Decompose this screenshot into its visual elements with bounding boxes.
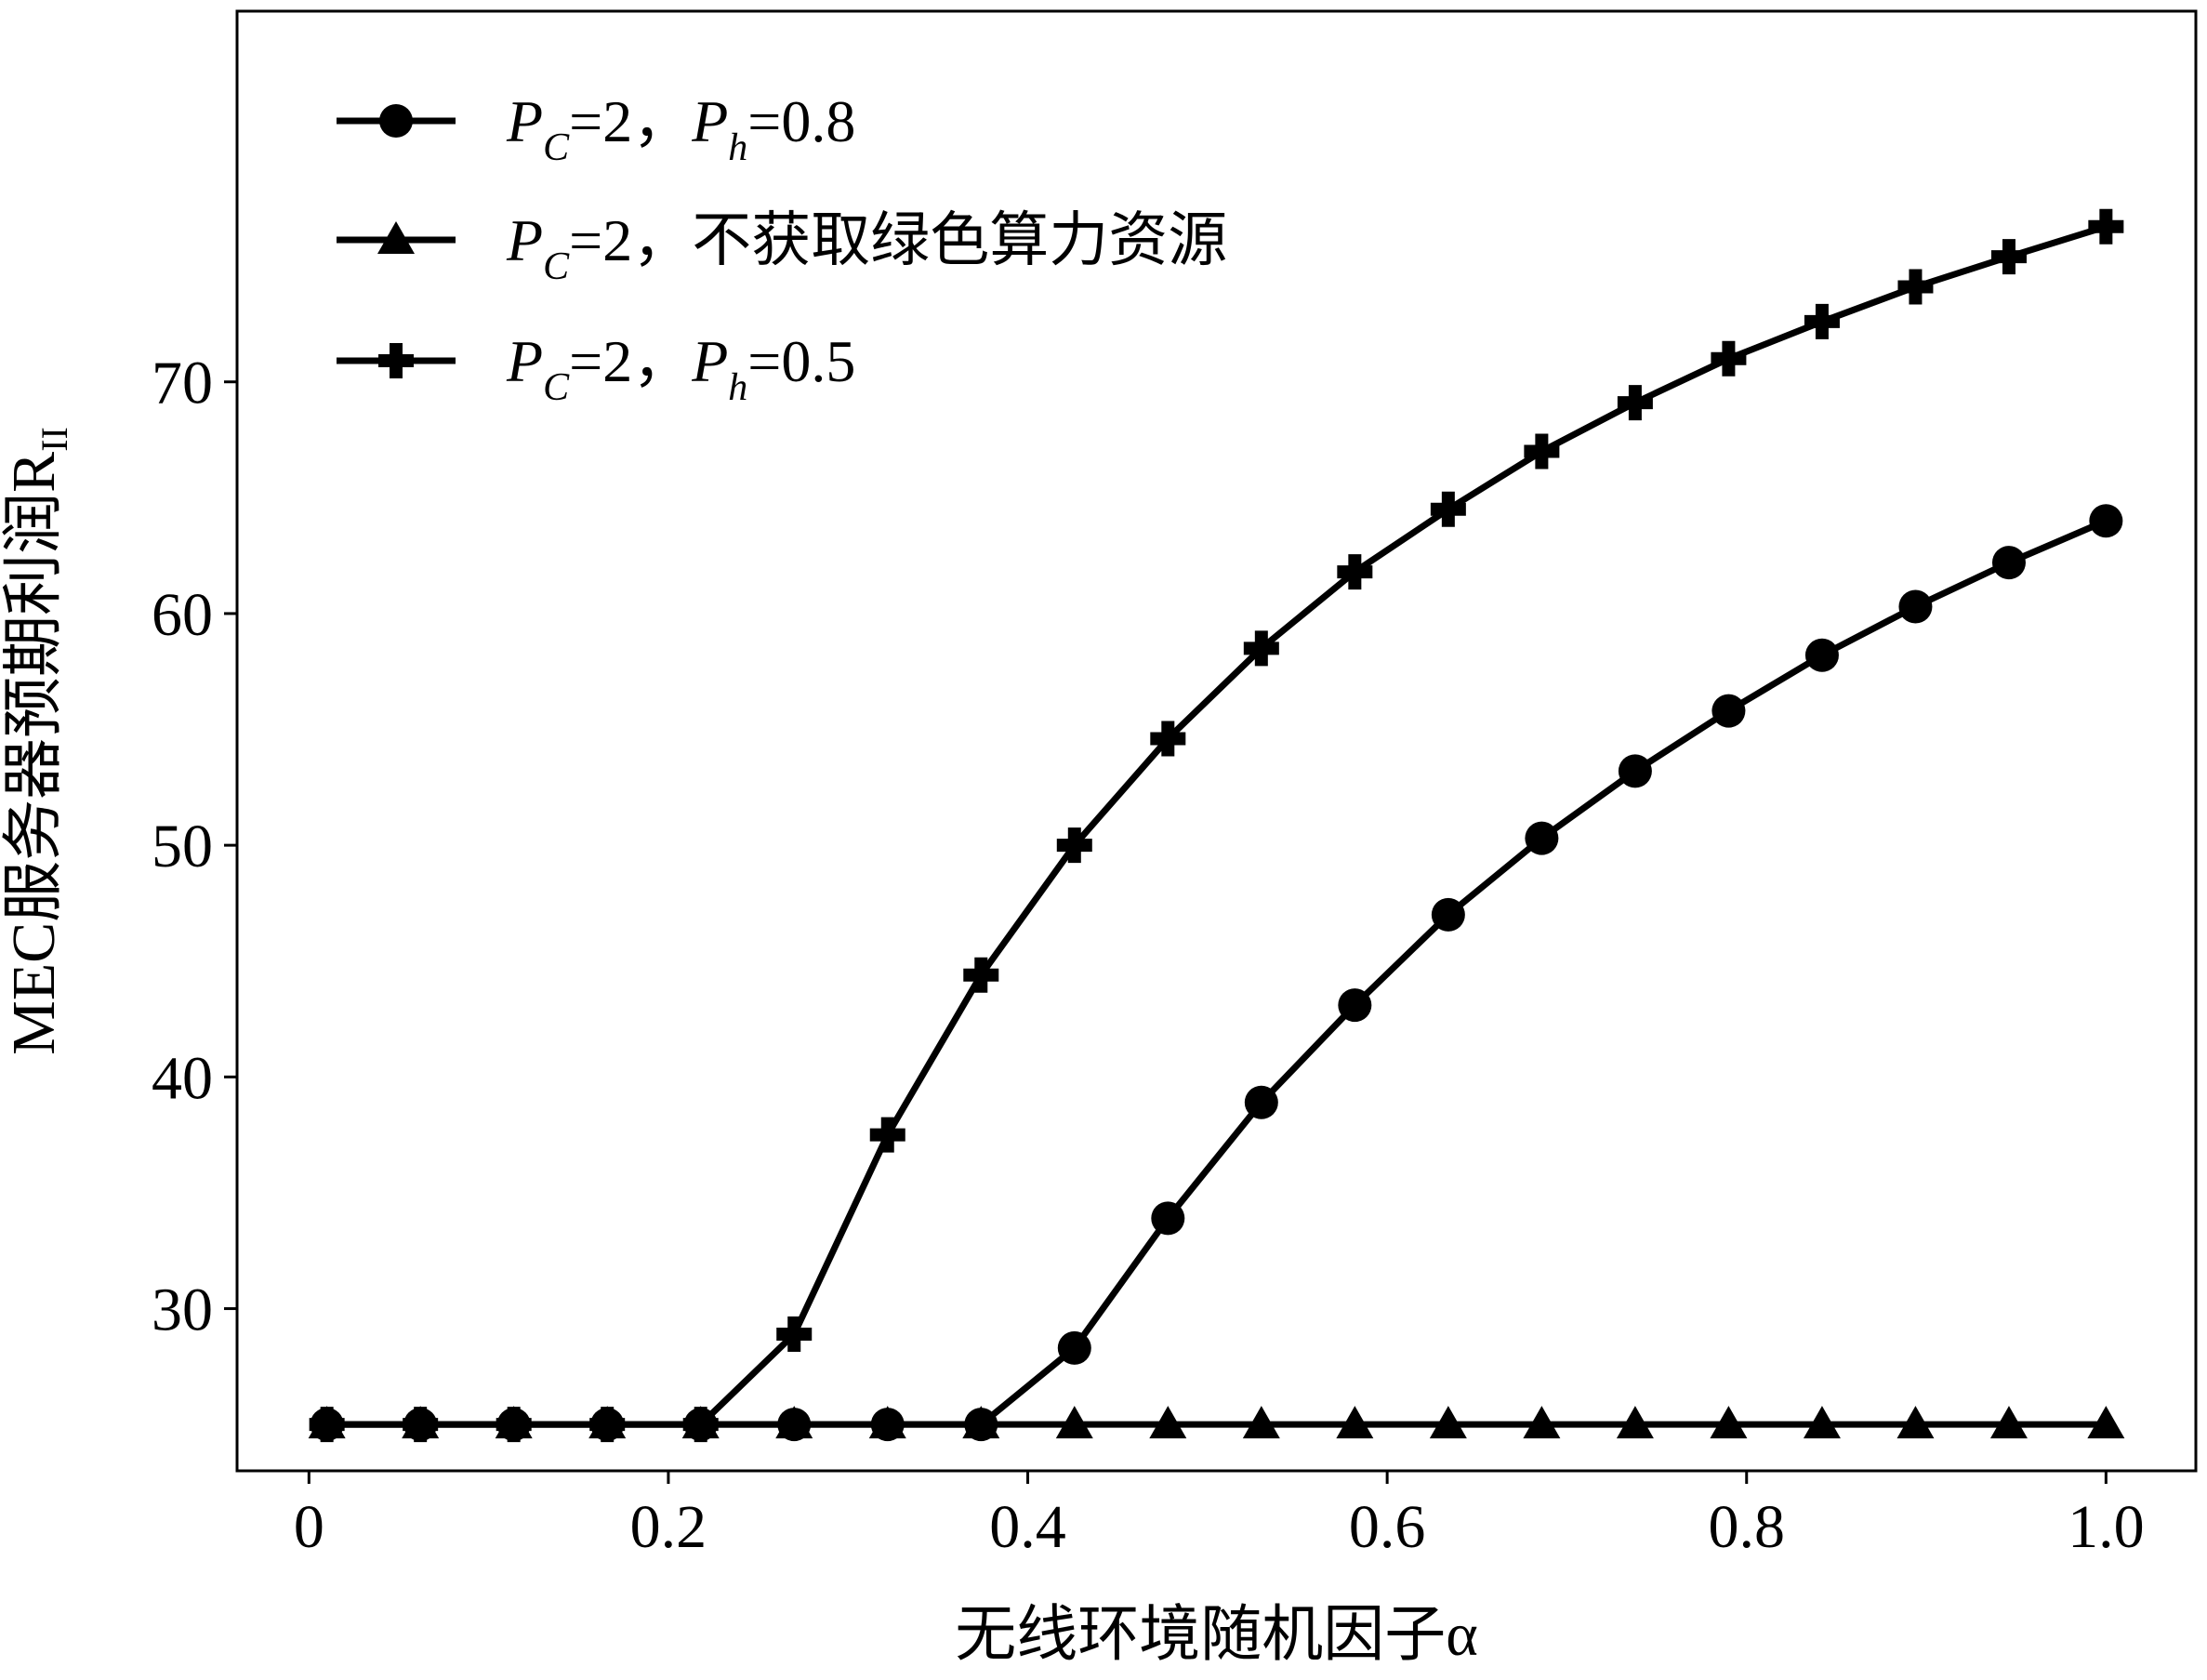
data-point-plus bbox=[963, 957, 999, 993]
data-point-triangle bbox=[1803, 1406, 1841, 1439]
data-point-triangle bbox=[1242, 1406, 1280, 1439]
data-point-circle bbox=[1057, 1330, 1091, 1365]
data-point-triangle bbox=[1989, 1406, 2028, 1439]
data-point-plus bbox=[496, 1407, 532, 1443]
legend-label: PC=2，Ph=0.5 bbox=[506, 328, 855, 409]
y-axis-label: MEC服务器预期利润RII bbox=[0, 427, 75, 1055]
y-tick-label: 60 bbox=[152, 581, 213, 649]
data-point-plus bbox=[2088, 208, 2124, 245]
x-tick-label: 1.0 bbox=[2068, 1493, 2145, 1561]
data-point-circle bbox=[1338, 988, 1372, 1023]
data-point-triangle bbox=[1710, 1406, 1748, 1439]
plot-area bbox=[308, 208, 2125, 1443]
data-point-triangle bbox=[1523, 1406, 1561, 1439]
legend-marker-circle bbox=[379, 104, 413, 138]
data-point-circle bbox=[777, 1408, 812, 1442]
data-point-circle bbox=[964, 1408, 998, 1442]
data-point-plus bbox=[1056, 827, 1092, 864]
x-tick-label: 0 bbox=[294, 1493, 324, 1561]
data-point-circle bbox=[2089, 504, 2123, 538]
x-tick-label: 0.2 bbox=[630, 1493, 707, 1561]
data-point-triangle bbox=[1055, 1406, 1093, 1439]
data-point-plus bbox=[589, 1407, 626, 1443]
data-point-plus bbox=[1150, 721, 1186, 757]
x-tick-label: 0.6 bbox=[1349, 1493, 1426, 1561]
data-point-circle bbox=[1898, 589, 1933, 624]
data-point-triangle bbox=[1149, 1406, 1187, 1439]
data-point-circle bbox=[1151, 1201, 1185, 1236]
legend-item: PC=2，Ph=0.5 bbox=[337, 328, 855, 409]
data-point-triangle bbox=[1336, 1406, 1374, 1439]
legend-item: PC=2，Ph=0.8 bbox=[337, 88, 855, 169]
x-tick-label: 0.4 bbox=[989, 1493, 1066, 1561]
legend-label: PC=2，不获取绿色算力资源 bbox=[506, 207, 1227, 288]
y-axis-label-subscript: II bbox=[33, 427, 75, 452]
data-point-triangle bbox=[1616, 1406, 1654, 1439]
x-tick-label: 0.8 bbox=[1708, 1493, 1785, 1561]
data-point-plus bbox=[776, 1316, 813, 1352]
data-point-plus bbox=[1524, 433, 1560, 470]
data-point-circle bbox=[1244, 1085, 1278, 1119]
data-point-plus bbox=[309, 1407, 345, 1443]
y-tick-label: 50 bbox=[152, 813, 213, 880]
data-point-circle bbox=[870, 1408, 905, 1442]
x-axis-ticks: 0 0.2 0.4 0.6 0.8 1.0 bbox=[294, 1471, 2145, 1561]
x-axis-label: 无线环境随机因子α bbox=[955, 1601, 1478, 1669]
legend: PC=2，Ph=0.8 PC=2，不获取绿色算力资源 PC=2，Ph=0.5 bbox=[337, 88, 1227, 409]
y-axis-label-main: MEC服务器预期利润R bbox=[0, 452, 68, 1055]
legend-item: PC=2，不获取绿色算力资源 bbox=[337, 207, 1227, 288]
data-point-circle bbox=[1991, 546, 2026, 580]
data-point-plus bbox=[1804, 303, 1840, 339]
data-point-plus bbox=[1243, 630, 1279, 667]
legend-label: PC=2，Ph=0.8 bbox=[506, 88, 855, 169]
series-plus bbox=[309, 208, 2124, 1443]
data-point-plus bbox=[1711, 340, 1747, 377]
y-tick-label: 30 bbox=[152, 1277, 213, 1344]
data-point-circle bbox=[1431, 897, 1465, 932]
data-point-circle bbox=[1711, 694, 1746, 728]
data-point-plus bbox=[682, 1407, 719, 1443]
data-point-plus bbox=[1990, 239, 2027, 275]
data-point-plus bbox=[869, 1117, 905, 1153]
legend-marker-triangle bbox=[377, 221, 415, 254]
data-point-triangle bbox=[1429, 1406, 1467, 1439]
y-axis-ticks: 30 40 50 60 70 bbox=[152, 350, 237, 1344]
data-point-triangle bbox=[2087, 1406, 2125, 1439]
y-tick-label: 40 bbox=[152, 1044, 213, 1112]
data-point-triangle bbox=[1896, 1406, 1935, 1439]
data-point-plus bbox=[1430, 491, 1466, 527]
data-point-circle bbox=[1525, 821, 1559, 855]
data-point-plus bbox=[1337, 554, 1373, 590]
legend-marker-plus bbox=[378, 343, 414, 378]
data-point-circle bbox=[1618, 754, 1652, 788]
y-tick-label: 70 bbox=[152, 350, 213, 417]
data-point-plus bbox=[1897, 269, 1934, 305]
data-point-circle bbox=[1804, 638, 1839, 672]
data-point-plus bbox=[1617, 385, 1653, 421]
data-point-plus bbox=[403, 1407, 439, 1443]
axes-frame bbox=[235, 9, 2198, 1473]
